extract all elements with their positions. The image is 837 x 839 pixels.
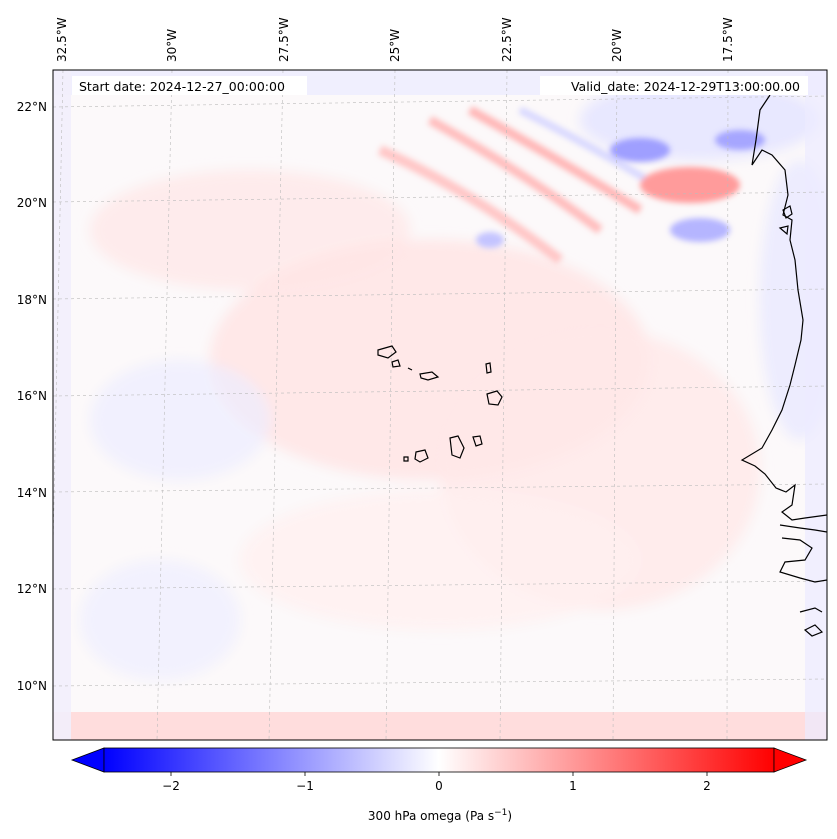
lat-label-18N: 18°N bbox=[17, 293, 47, 307]
colorbar-tick-label: −1 bbox=[296, 779, 314, 793]
colorbar-label-text: 300 hPa omega (Pa s bbox=[368, 809, 494, 823]
lon-label-17.5W: 17.5°W bbox=[721, 17, 735, 62]
sao-vicente bbox=[391, 359, 401, 368]
santo-antao bbox=[377, 345, 397, 359]
mauritania-islets bbox=[778, 205, 793, 236]
fogo bbox=[414, 449, 429, 463]
colorbar-label-exponent: −1 bbox=[494, 808, 507, 818]
colorbar-label-close: ) bbox=[507, 809, 512, 823]
lon-label-30W: 30°W bbox=[165, 29, 179, 62]
colorbar-gradient bbox=[103, 747, 775, 773]
lon-label-20W: 20°W bbox=[610, 29, 624, 62]
map-frame bbox=[52, 69, 828, 741]
colorbar-tick-label: 1 bbox=[569, 779, 577, 793]
colorbar-tick-label: −2 bbox=[162, 779, 180, 793]
sao-nicolau bbox=[407, 367, 440, 381]
lat-label-10N: 10°N bbox=[17, 679, 47, 693]
coastline bbox=[377, 94, 827, 637]
valid-date-box bbox=[540, 76, 808, 95]
sal bbox=[485, 362, 492, 374]
colorbar-min-extend bbox=[70, 747, 105, 773]
colorbar: −2 −1 0 1 2 300 hPa omega (Pa s−1) bbox=[70, 747, 808, 823]
colorbar-label: 300 hPa omega (Pa s−1) bbox=[368, 808, 512, 823]
lon-label-25W: 25°W bbox=[388, 29, 402, 62]
lat-label-12N: 12°N bbox=[17, 582, 47, 596]
lon-label-27.5W: 27.5°W bbox=[277, 17, 291, 62]
lon-label-32.5W: 32.5°W bbox=[55, 17, 69, 62]
colorbar-max-extend bbox=[773, 747, 808, 773]
valid-date-label: Valid_date: 2024-12-29T13:00:00.00 bbox=[571, 79, 800, 94]
lat-label-16N: 16°N bbox=[17, 389, 47, 403]
brava bbox=[403, 456, 409, 462]
lat-label-22N: 22°N bbox=[17, 100, 47, 114]
latitude-labels: 22°N 20°N 18°N 16°N 14°N 12°N 10°N bbox=[17, 100, 47, 693]
start-date-box bbox=[72, 76, 307, 95]
colorbar-tick-label: 2 bbox=[703, 779, 711, 793]
maio bbox=[472, 435, 483, 447]
start-date-label: Start date: 2024-12-27_00:00:00 bbox=[79, 79, 285, 94]
africa-coastline bbox=[740, 94, 827, 637]
gridlines bbox=[53, 70, 827, 740]
lon-label-22.5W: 22.5°W bbox=[500, 17, 514, 62]
lat-label-14N: 14°N bbox=[17, 486, 47, 500]
boa-vista bbox=[486, 390, 503, 406]
colorbar-tick-label: 0 bbox=[435, 779, 443, 793]
omega-field bbox=[53, 70, 827, 740]
longitude-labels: 32.5°W 30°W 27.5°W 25°W 22.5°W 20°W 17.5… bbox=[55, 17, 735, 62]
colorbar-ticks: −2 −1 0 1 2 bbox=[162, 772, 711, 793]
santiago bbox=[449, 435, 465, 459]
lat-label-20N: 20°N bbox=[17, 196, 47, 210]
